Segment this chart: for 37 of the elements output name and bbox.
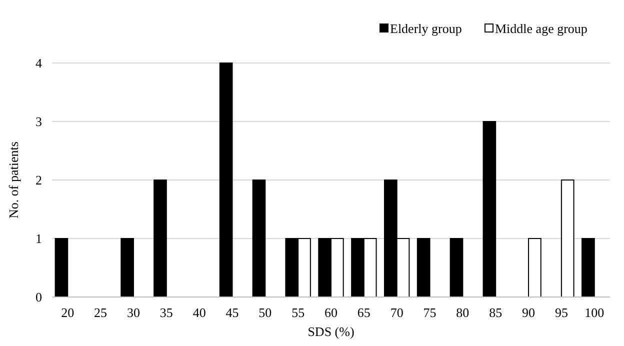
- x-tick-label: 100: [584, 305, 604, 320]
- x-tick-label: 85: [489, 305, 502, 320]
- bar: [582, 238, 595, 298]
- x-tick-label: 65: [357, 305, 370, 320]
- x-tick-label: 75: [423, 305, 436, 320]
- bar: [252, 180, 266, 298]
- legend-label: Elderly group: [390, 21, 462, 36]
- bar: [482, 121, 496, 298]
- bar: [416, 238, 430, 298]
- x-tick-label: 70: [390, 305, 404, 320]
- x-tick-label: 30: [126, 305, 140, 320]
- x-tick-label: 60: [324, 305, 338, 320]
- y-tick-label: 3: [36, 114, 42, 130]
- x-tick-label: 55: [292, 305, 305, 320]
- x-tick-label: 50: [258, 305, 272, 320]
- y-tick-label: 0: [36, 290, 42, 305]
- bar: [560, 180, 574, 298]
- y-axis-title: No. of patients: [6, 142, 21, 218]
- x-tick-label: 90: [522, 305, 536, 320]
- x-tick-label: 45: [226, 305, 239, 320]
- x-tick-label: 95: [554, 305, 568, 320]
- y-tick-label: 2: [36, 172, 42, 188]
- y-tick-label: 1: [36, 231, 42, 246]
- x-tick-label: 20: [61, 305, 74, 320]
- legend-label: Middle age group: [495, 21, 588, 36]
- x-tick-label: 40: [192, 305, 206, 320]
- x-axis-title: SDS (%): [308, 324, 354, 339]
- x-tick-label: 35: [160, 305, 173, 320]
- bar: [120, 238, 134, 298]
- bar: [54, 238, 68, 298]
- bar: [154, 180, 167, 298]
- x-tick-label: 25: [94, 305, 108, 320]
- bar: [450, 238, 464, 298]
- x-tick-label: 80: [456, 305, 470, 320]
- bar: [528, 238, 542, 298]
- y-tick-label: 4: [36, 56, 42, 71]
- bar: [219, 62, 233, 298]
